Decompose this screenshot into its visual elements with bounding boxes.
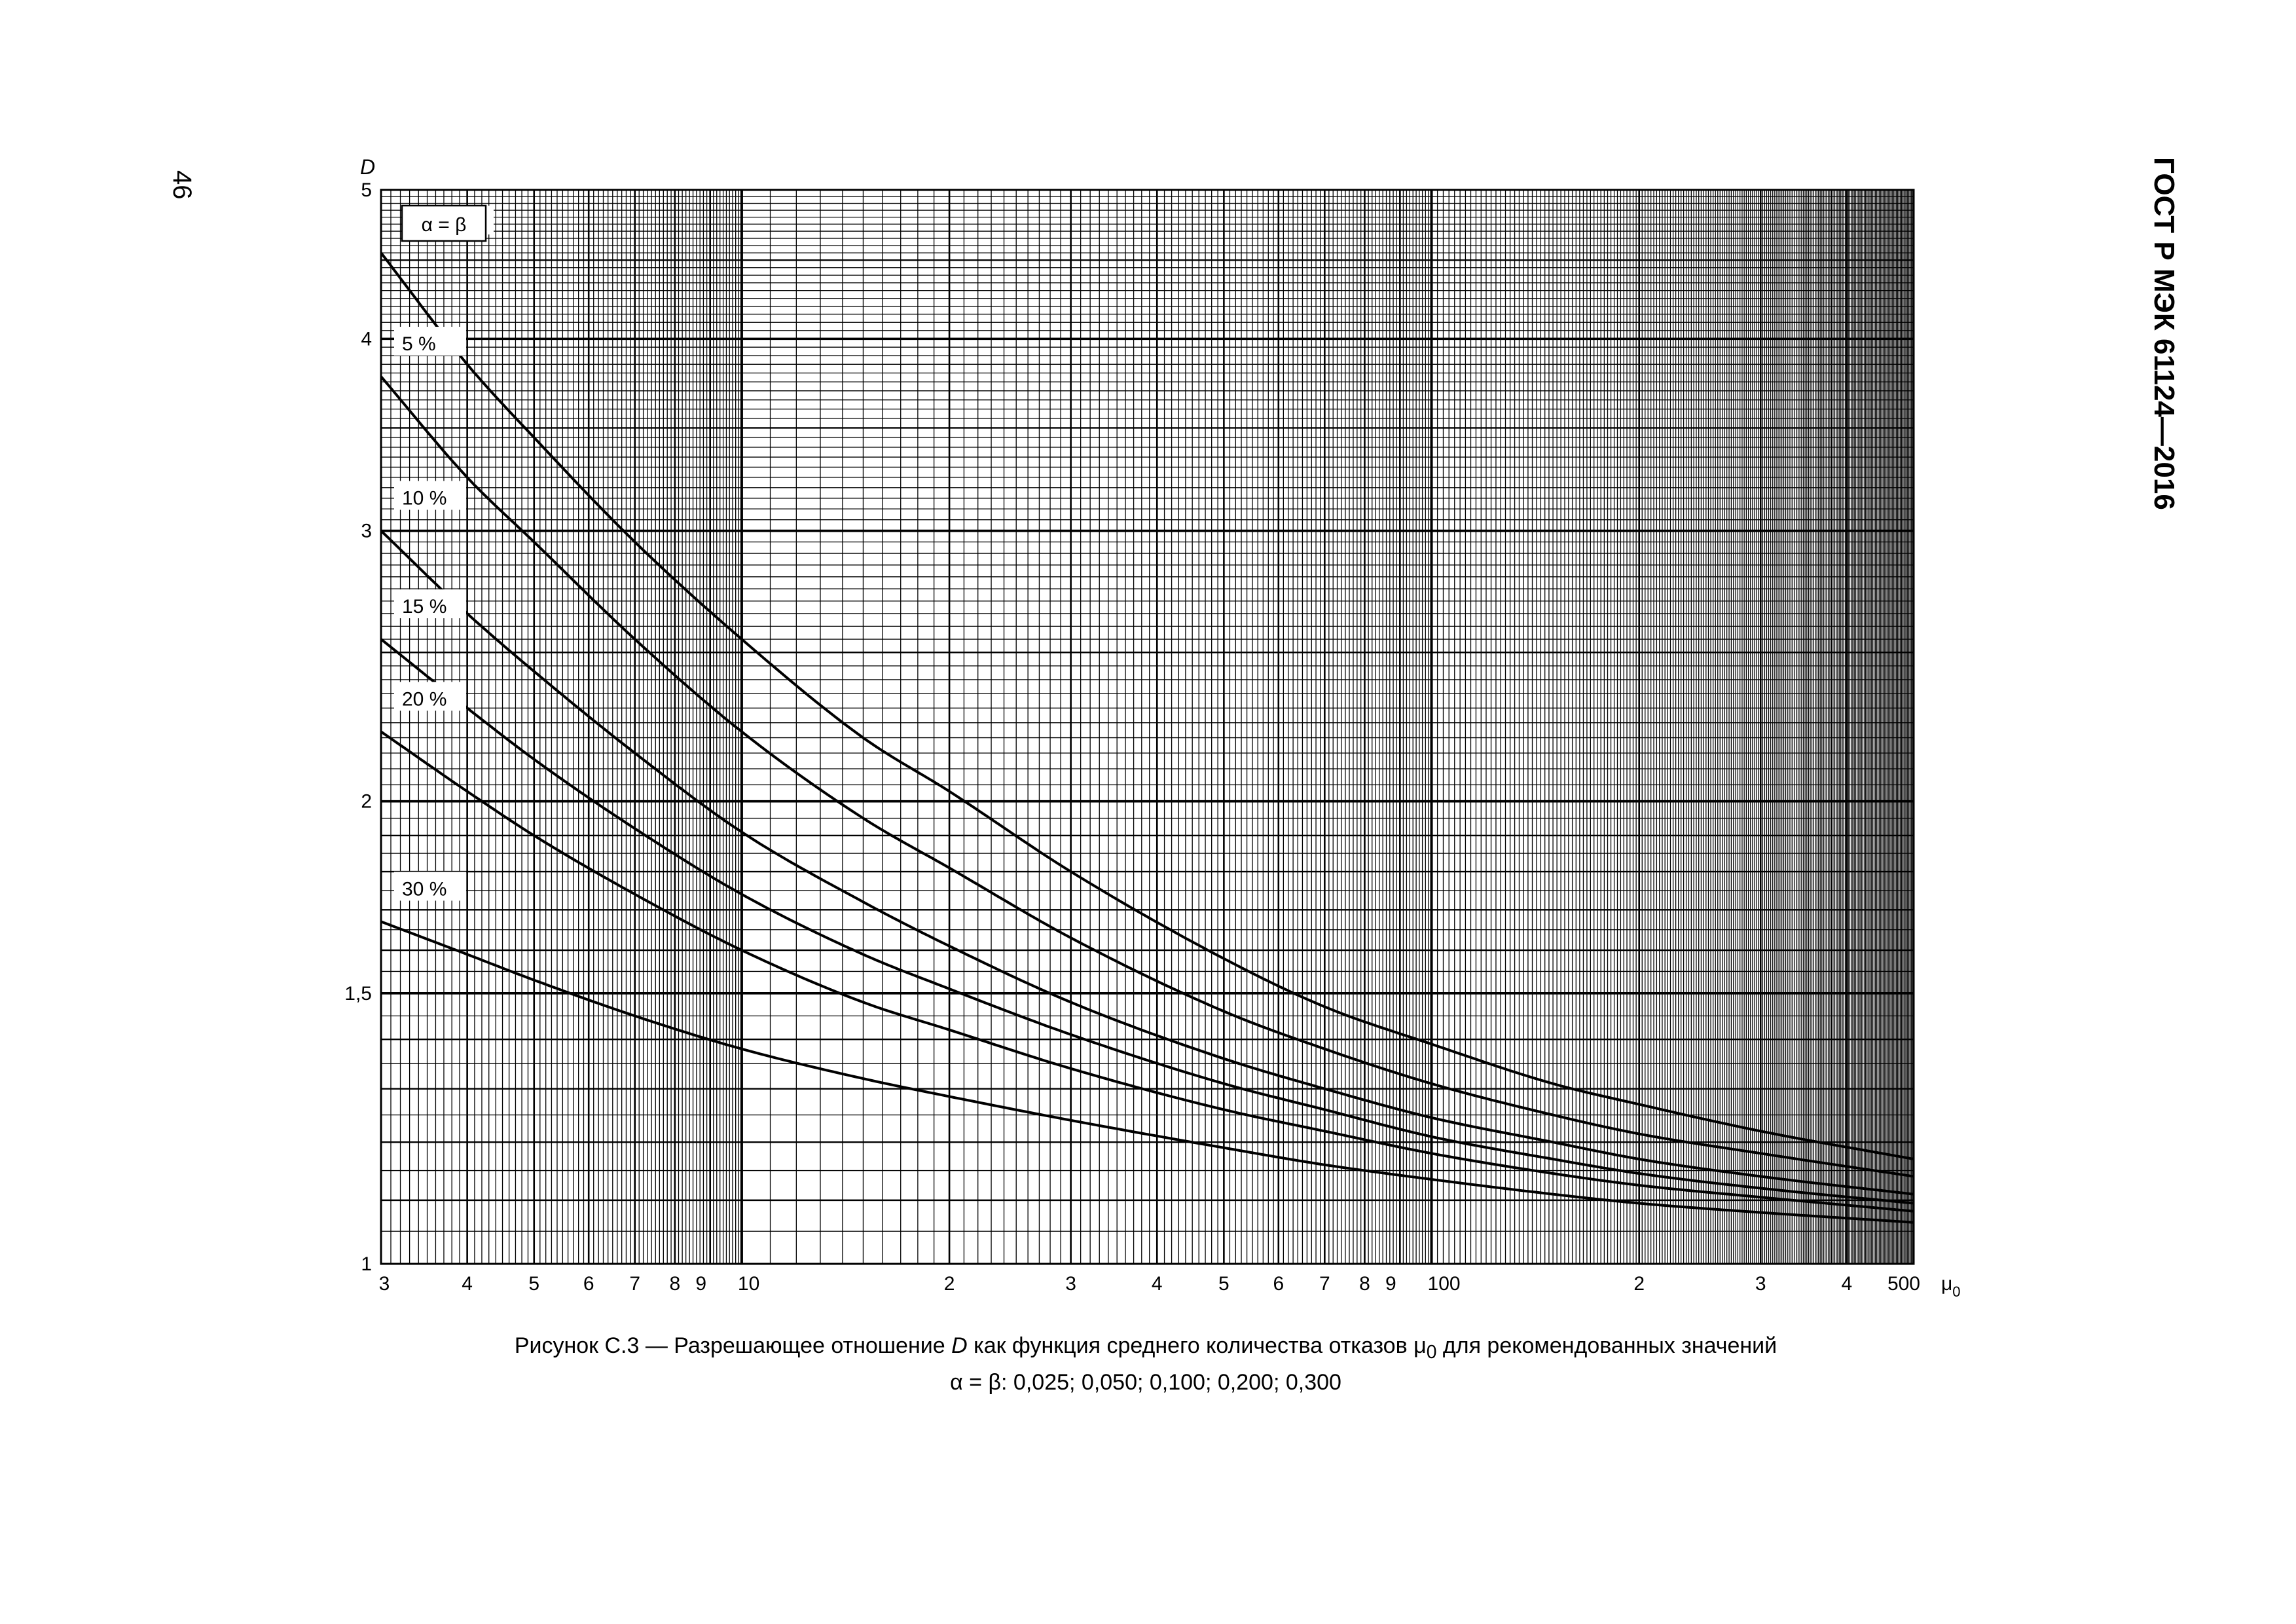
x-tick-label: 10: [738, 1273, 759, 1295]
x-tick-label: 9: [1385, 1273, 1396, 1295]
series-line: [380, 730, 1914, 1213]
curve-label: 5 %: [402, 333, 436, 355]
curve-label-bg: [394, 589, 466, 619]
y-tick-label: 2: [361, 791, 372, 813]
legend-header: α = β: [422, 214, 467, 236]
y-tick-labels: 1 1,5 2 3 4 5: [344, 179, 372, 1275]
series-line: [380, 530, 1914, 1196]
x-tick-label: 8: [669, 1273, 680, 1295]
series-line: [380, 920, 1914, 1224]
x-tick-label: 500: [1887, 1273, 1920, 1295]
y-tick-label: 1: [361, 1253, 372, 1275]
curve-label: 30 %: [402, 878, 446, 900]
x-tick-label: 6: [583, 1273, 594, 1295]
legend-header-box: [401, 204, 487, 242]
curve-label-bg: [394, 682, 466, 711]
plot-frame: [380, 189, 1915, 1265]
figure-caption: Рисунок С.3 — Разрешающее отношение D ка…: [360, 1331, 1931, 1397]
caption-line-2: α = β: 0,025; 0,050; 0,100; 0,200; 0,300: [950, 1369, 1341, 1395]
y-tick-label: 3: [361, 521, 372, 542]
x-tick-label: 5: [528, 1273, 539, 1295]
x-tick-label: 9: [695, 1273, 706, 1295]
curve-label-bg: [394, 872, 466, 901]
caption-line-1: Рисунок С.3 — Разрешающее отношение D ка…: [514, 1333, 1777, 1363]
curve-label-bg: [394, 481, 466, 510]
series-line: [380, 375, 1914, 1178]
x-tick-label: 3: [379, 1273, 390, 1295]
x-tick-label: 2: [1633, 1273, 1645, 1295]
series-line: [380, 251, 1914, 1160]
x-tick-label: 7: [1319, 1273, 1330, 1295]
minor-grid: [380, 190, 1914, 1264]
x-axis-title: μ0: [1941, 1273, 1961, 1300]
series-lines: [380, 251, 1914, 1224]
curve-label: 15 %: [402, 596, 446, 618]
y-tick-label: 4: [361, 328, 372, 350]
x-tick-label: 8: [1359, 1273, 1370, 1295]
x-tick-label: 2: [944, 1273, 955, 1295]
y-tick-label: 1,5: [344, 983, 372, 1005]
curve-label: 20 %: [402, 688, 446, 710]
x-tick-label: 3: [1755, 1273, 1766, 1295]
y-tick-label: 5: [361, 179, 372, 201]
x-tick-label: 4: [462, 1273, 473, 1295]
x-tick-label: 4: [1152, 1273, 1163, 1295]
x-tick-labels: 3 4 5 6 7 8 9 10 2 3 4 5 6 7 8 9 100 2 3 4 500: [379, 1273, 1920, 1295]
x-tick-label: 100: [1428, 1273, 1461, 1295]
series-line: [380, 638, 1914, 1205]
curve-label: 10 %: [402, 488, 446, 509]
curve-label-bg: [394, 327, 466, 356]
x-tick-label: 6: [1273, 1273, 1284, 1295]
x-tick-label: 5: [1218, 1273, 1230, 1295]
x-tick-label: 7: [629, 1273, 640, 1295]
x-tick-label: 4: [1842, 1273, 1853, 1295]
curve-labels: 2,5 %5 %10 %15 %20 %30 %α = β: [394, 204, 494, 901]
y-axis-title: D: [360, 155, 375, 179]
x-tick-label: 3: [1065, 1273, 1076, 1295]
